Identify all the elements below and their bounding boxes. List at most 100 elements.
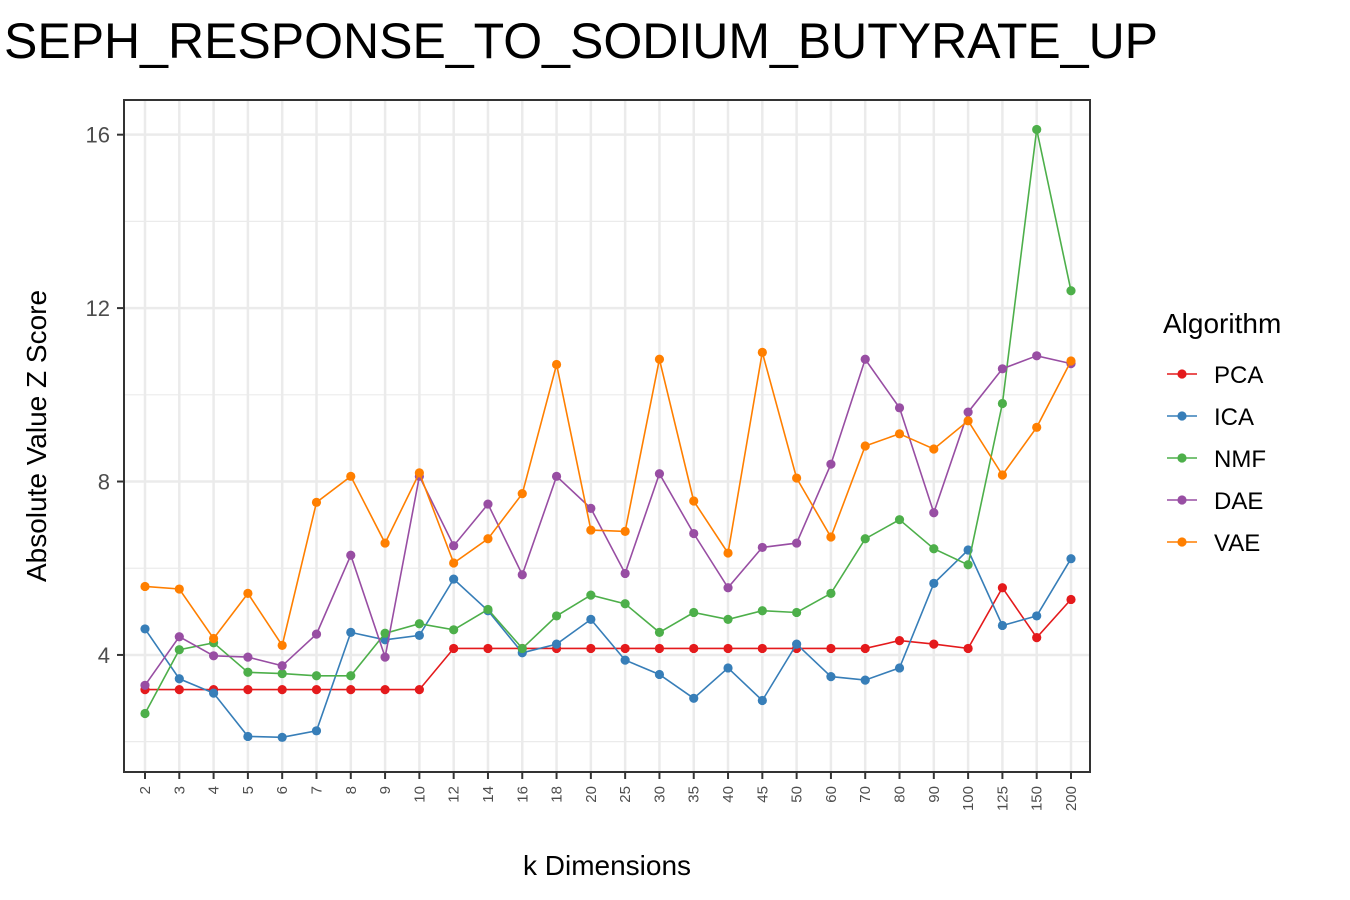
point-pca-25 <box>620 643 630 654</box>
point-pca-70 <box>860 643 870 654</box>
point-ica-6 <box>277 732 287 742</box>
point-ica-20 <box>586 614 596 624</box>
point-nmf-5 <box>243 667 253 677</box>
point-nmf-60 <box>826 588 836 598</box>
legend-item-nmf: NMF <box>1167 446 1266 473</box>
point-ica-60 <box>826 672 836 682</box>
point-vae-200 <box>1066 356 1076 366</box>
point-nmf-6 <box>277 668 287 679</box>
y-tick-label: 16 <box>86 123 110 148</box>
series-line-pca <box>145 586 1072 691</box>
series-line-dae <box>144 354 1072 686</box>
plot-panel <box>124 100 1090 772</box>
x-tick-label: 10 <box>411 786 428 803</box>
point-dae-12 <box>449 541 459 551</box>
chart-title: SEPH_RESPONSE_TO_SODIUM_BUTYRATE_UP <box>4 13 1159 69</box>
point-vae-45 <box>757 347 767 357</box>
point-pca-35 <box>689 643 699 654</box>
point-pca-100 <box>963 643 973 654</box>
point-dae-125 <box>997 364 1008 374</box>
legend-key-point <box>1177 495 1187 505</box>
point-pca-14 <box>483 643 493 654</box>
point-vae-6 <box>277 640 287 651</box>
point-dae-18 <box>551 471 562 481</box>
legend-item-dae: DAE <box>1167 488 1263 515</box>
x-tick-label: 80 <box>892 786 909 803</box>
point-dae-100 <box>963 407 973 417</box>
point-ica-18 <box>551 639 562 649</box>
point-nmf-2 <box>140 708 150 719</box>
point-dae-60 <box>826 459 836 469</box>
point-dae-7 <box>311 629 322 639</box>
point-dae-16 <box>517 570 527 580</box>
point-ica-8 <box>346 627 356 637</box>
point-dae-70 <box>860 354 870 364</box>
x-tick-label: 16 <box>514 786 531 803</box>
x-tick-label: 100 <box>960 786 977 811</box>
y-axis-label: Absolute Value Z Score <box>21 290 52 582</box>
point-ica-125 <box>997 620 1008 631</box>
point-nmf-35 <box>689 607 699 618</box>
x-tick-label: 6 <box>274 786 291 794</box>
legend-key-point <box>1177 369 1187 379</box>
point-vae-60 <box>826 532 836 542</box>
point-nmf-20 <box>586 590 596 600</box>
point-nmf-7 <box>311 671 322 681</box>
point-ica-5 <box>243 731 253 742</box>
point-vae-30 <box>654 354 665 364</box>
point-vae-90 <box>929 444 939 454</box>
point-ica-12 <box>449 574 459 584</box>
point-dae-80 <box>894 403 905 413</box>
legend-item-vae: VAE <box>1167 530 1260 557</box>
point-ica-90 <box>929 578 939 589</box>
point-ica-4 <box>208 688 219 698</box>
point-nmf-14 <box>483 604 493 615</box>
point-ica-3 <box>174 674 184 684</box>
point-pca-5 <box>243 685 253 695</box>
point-ica-40 <box>723 663 733 673</box>
point-vae-12 <box>449 558 459 568</box>
point-pca-9 <box>380 685 390 695</box>
point-vae-16 <box>517 489 527 499</box>
point-vae-125 <box>997 470 1008 480</box>
x-tick-label: 200 <box>1063 786 1080 811</box>
point-nmf-30 <box>654 627 665 637</box>
point-nmf-80 <box>894 515 905 525</box>
point-dae-45 <box>757 542 767 553</box>
x-tick-label: 12 <box>446 786 463 803</box>
point-nmf-125 <box>997 398 1008 409</box>
point-ica-150 <box>1032 611 1042 621</box>
point-nmf-16 <box>517 643 527 654</box>
point-ica-35 <box>689 693 699 703</box>
point-dae-8 <box>346 550 356 560</box>
point-vae-50 <box>792 473 802 483</box>
point-nmf-50 <box>792 607 802 618</box>
point-vae-5 <box>243 588 253 598</box>
point-nmf-25 <box>620 599 630 609</box>
legend-label-dae: DAE <box>1214 488 1263 515</box>
grid-layer <box>124 100 1090 772</box>
point-dae-150 <box>1032 351 1042 361</box>
point-dae-9 <box>380 652 390 662</box>
x-tick-label: 4 <box>206 786 223 794</box>
x-tick-label: 70 <box>857 786 874 803</box>
point-ica-45 <box>757 695 767 706</box>
point-pca-8 <box>346 685 356 695</box>
legend-label-pca: PCA <box>1214 362 1263 389</box>
point-vae-70 <box>860 441 870 451</box>
point-pca-150 <box>1032 633 1042 643</box>
x-tick-label: 20 <box>583 786 600 803</box>
point-pca-200 <box>1066 594 1076 605</box>
point-vae-20 <box>586 525 596 535</box>
point-vae-14 <box>483 534 493 544</box>
point-pca-40 <box>723 643 733 654</box>
legend-item-pca: PCA <box>1167 362 1263 389</box>
x-tick-label: 9 <box>377 786 394 794</box>
point-dae-3 <box>174 632 184 642</box>
x-tick-label: 90 <box>926 786 943 803</box>
point-dae-5 <box>243 652 253 662</box>
point-pca-60 <box>826 643 836 654</box>
point-dae-40 <box>723 583 733 593</box>
series-line-ica <box>144 548 1072 739</box>
legend-key-point <box>1177 411 1187 421</box>
